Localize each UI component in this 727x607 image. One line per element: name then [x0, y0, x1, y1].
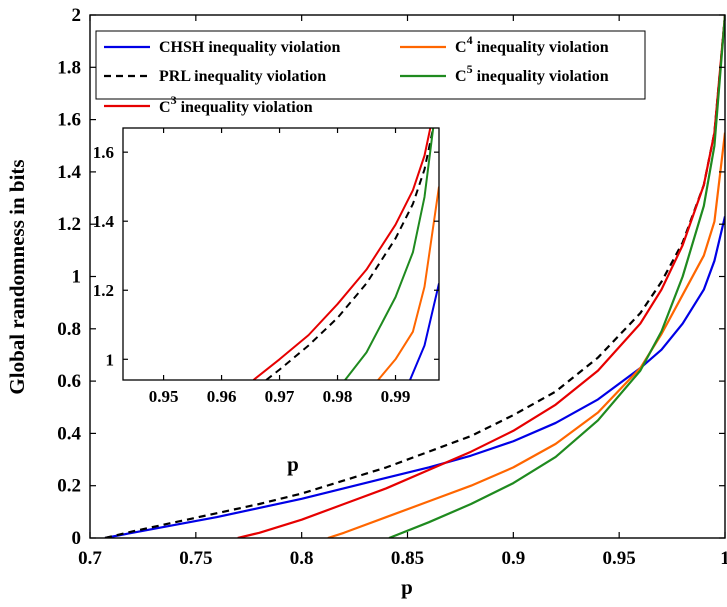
main-x-tick-label: 1: [720, 548, 727, 569]
inset-plot-frame: [122, 127, 440, 381]
main-x-tick-label: 0.75: [179, 548, 212, 569]
legend-label-c3: C3 inequality violation: [159, 93, 313, 116]
main-y-tick-label: 2: [72, 5, 82, 26]
main-x-tick-label: 0.95: [603, 548, 636, 569]
inset-x-tick-label: 0.96: [207, 387, 237, 406]
inset-x-axis-label: p: [287, 452, 299, 476]
legend-label-c4: C4 inequality violation: [455, 33, 609, 56]
main-x-tick-label: 0.8: [290, 548, 314, 569]
main-x-tick-label: 0.9: [501, 548, 525, 569]
inset-x-tick-label: 0.98: [323, 387, 353, 406]
inset-y-tick-label: 1.4: [93, 212, 115, 231]
legend-label-c5: C5 inequality violation: [455, 62, 609, 85]
inset-x-tick-label: 0.97: [265, 387, 295, 406]
inset-series-line-c3: [252, 128, 432, 380]
inset-ticks-group: 0.95 0.96 0.97 0.98 0.99 1 1.2 1.4 1.6: [93, 128, 439, 406]
inset-series-line-c5: [344, 128, 435, 380]
main-y-tick-label: 1.4: [57, 162, 81, 183]
main-y-tick-label: 1.8: [57, 57, 81, 78]
main-y-tick-label: 0.8: [57, 319, 81, 340]
main-series-line-c3: [237, 15, 725, 538]
inset-y-tick-label: 1: [106, 350, 115, 369]
legend-box: [95, 30, 646, 100]
main-y-tick-label: 1.6: [57, 110, 81, 131]
main-ticks-group: 0.7 0.75 0.8 0.85 0.9 0.95 1 0 0.2 0.4 0.6 0.8 1 1.2 1…: [57, 5, 727, 569]
inset-plot-area: [123, 128, 439, 380]
inset-x-tick-label: 0.95: [149, 387, 179, 406]
inset-y-tick-label: 1.6: [93, 143, 114, 162]
inset-series-line-c4: [377, 186, 439, 380]
main-y-tick-label: 1.2: [57, 214, 81, 235]
main-series-line-c5: [388, 15, 725, 538]
main-y-tick-label: 1: [72, 267, 82, 288]
main-y-tick-label: 0.2: [57, 476, 81, 497]
legend-label-chsh: CHSH inequality violation: [159, 39, 340, 56]
inset-series-line-prl: [265, 128, 435, 380]
main-y-tick-label: 0: [72, 528, 82, 549]
main-series-line-c4: [327, 132, 725, 538]
legend-label-prl: PRL inequality violation: [159, 68, 326, 85]
main-y-axis-label: Global randomness in bits: [5, 159, 29, 394]
main-y-tick-label: 0.4: [57, 423, 81, 444]
inset-plot: 0.95 0.96 0.97 0.98 0.99 1 1.2 1.4 1.6 p: [93, 127, 440, 476]
main-series-line-chsh: [104, 216, 725, 538]
legend: CHSH inequality violation PRL inequality…: [95, 30, 646, 116]
main-series-group: [104, 15, 725, 538]
main-x-tick-label: 0.7: [78, 548, 102, 569]
main-x-tick-label: 0.85: [391, 548, 424, 569]
main-y-tick-label: 0.6: [57, 371, 81, 392]
inset-series-line-chsh: [409, 283, 439, 380]
inset-y-tick-label: 1.2: [93, 281, 114, 300]
inset-series-group: [252, 128, 439, 380]
main-x-axis-label: p: [401, 575, 413, 599]
inset-x-tick-label: 0.99: [381, 387, 411, 406]
